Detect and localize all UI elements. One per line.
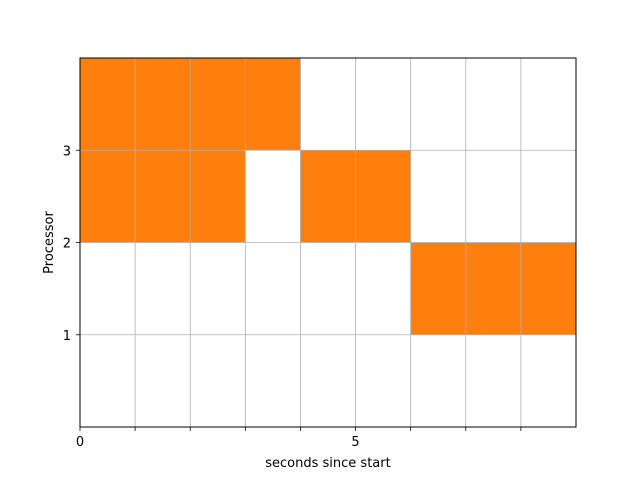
bar-segment-3 [410, 242, 576, 335]
y-tick-label-0: 1 [63, 329, 71, 344]
bar-segment-1 [80, 150, 246, 243]
y-tick-label-1: 2 [63, 237, 71, 252]
y-tick-label-2: 3 [63, 144, 71, 159]
x-tick-label-0: 0 [76, 435, 84, 450]
y-axis-label: Processor [42, 211, 57, 274]
x-tick-label-5: 5 [351, 435, 359, 450]
bars-layer [80, 58, 576, 335]
grid-layer [79, 58, 576, 427]
x-axis-label: seconds since start [265, 456, 390, 471]
y-axis-ticks: 1 2 3 [63, 144, 80, 344]
